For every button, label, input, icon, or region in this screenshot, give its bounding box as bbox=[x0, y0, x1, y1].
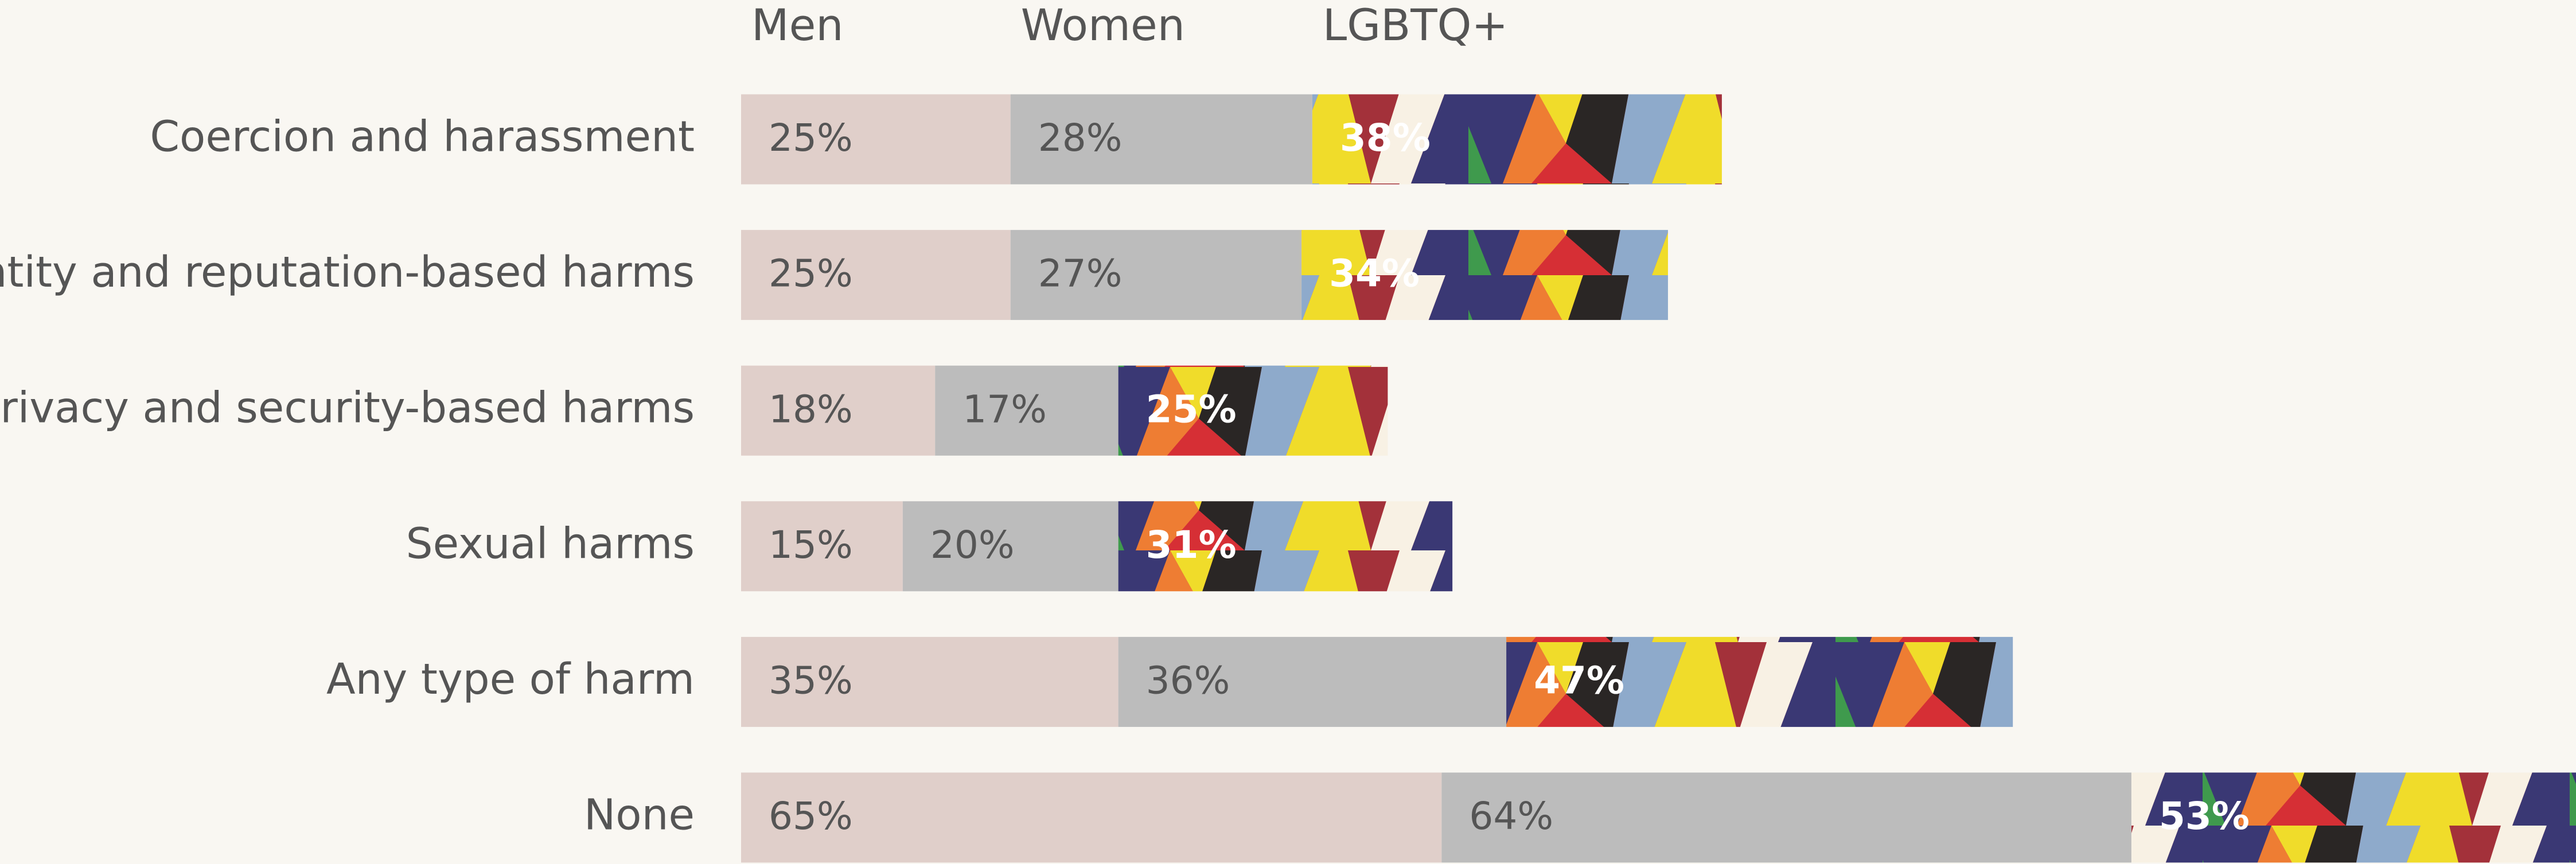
category-label: None bbox=[584, 791, 695, 840]
value-label: 64% bbox=[1469, 794, 1553, 838]
value-label: 25% bbox=[1146, 387, 1237, 431]
value-label: 25% bbox=[769, 116, 853, 160]
value-label: 28% bbox=[1038, 116, 1123, 160]
value-label: 17% bbox=[962, 387, 1047, 431]
value-label: 27% bbox=[1038, 252, 1123, 296]
value-label: 18% bbox=[769, 387, 853, 431]
value-label: 65% bbox=[769, 794, 853, 838]
legend-label: LGBTQ+ bbox=[1323, 0, 1508, 50]
value-label: 35% bbox=[769, 658, 853, 702]
category-label: Identity and reputation-based harms bbox=[0, 248, 695, 297]
category-label: Privacy and security-based harms bbox=[0, 384, 695, 433]
category-label: Coercion and harassment bbox=[150, 112, 695, 162]
category-label: Any type of harm bbox=[326, 655, 695, 704]
category-label: Sexual harms bbox=[406, 519, 695, 568]
legend-label: Men bbox=[751, 0, 844, 50]
value-label: 47% bbox=[1534, 658, 1624, 702]
value-label: 31% bbox=[1146, 523, 1237, 567]
value-label: 34% bbox=[1329, 252, 1420, 296]
legend-label: Women bbox=[1021, 0, 1185, 50]
value-label: 20% bbox=[930, 523, 1015, 567]
value-label: 25% bbox=[769, 252, 853, 296]
value-label: 15% bbox=[769, 523, 853, 567]
value-label: 38% bbox=[1340, 116, 1431, 160]
value-label: 53% bbox=[2159, 794, 2250, 838]
chart: Coercion and harassment 25% Men 28% Women 38%… bbox=[0, 0, 2576, 864]
value-label: 36% bbox=[1146, 658, 1230, 702]
